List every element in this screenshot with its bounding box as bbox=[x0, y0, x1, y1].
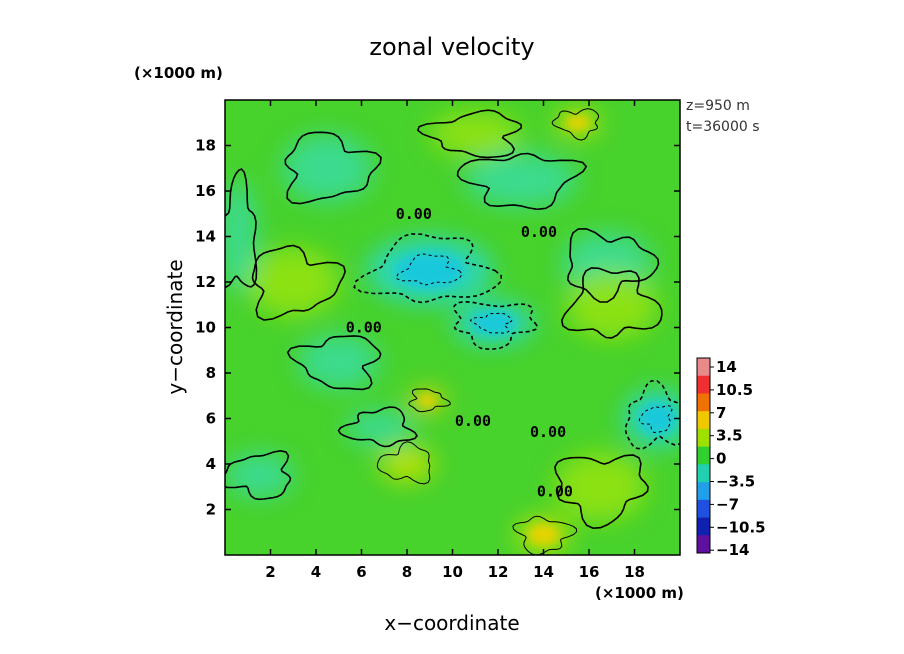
colorbar-label-8: −14 bbox=[716, 541, 749, 559]
contour-negative-6 bbox=[566, 228, 660, 303]
colorbar-segment-10 bbox=[697, 535, 710, 554]
x-tick-label-0: 2 bbox=[265, 563, 275, 581]
field-region-4 bbox=[345, 409, 414, 446]
contour-inner-2 bbox=[469, 312, 513, 334]
plot-area bbox=[225, 100, 680, 555]
colorbar-segment-5 bbox=[697, 446, 710, 465]
info-line-t: t=36000 s bbox=[686, 119, 760, 135]
contour-label-0: 0.00 bbox=[396, 205, 432, 223]
info-box: z=950 m t=36000 s bbox=[686, 98, 760, 135]
y-tick-label-2: 6 bbox=[206, 410, 216, 428]
field-core-12 bbox=[565, 115, 591, 131]
contour-negative-5 bbox=[624, 379, 680, 450]
contour-negative-7 bbox=[456, 152, 588, 211]
colorbar-label-3: 3.5 bbox=[716, 427, 743, 445]
contour-negative-8 bbox=[225, 449, 292, 501]
contour-positive-15 bbox=[251, 244, 347, 321]
contour-lines bbox=[225, 108, 680, 555]
colorbar-label-1: 10.5 bbox=[716, 381, 753, 399]
contour-label-1: 0.00 bbox=[521, 223, 557, 241]
colorbar-segment-3 bbox=[697, 411, 710, 430]
colorbar-label-7: −10.5 bbox=[716, 518, 766, 536]
contour-label-4: 0.00 bbox=[530, 423, 566, 441]
colorbar-label-5: −3.5 bbox=[716, 473, 755, 491]
x-tick-label-4: 10 bbox=[442, 563, 463, 581]
contour-positive-16 bbox=[554, 454, 649, 530]
x-tick-label-1: 4 bbox=[311, 563, 321, 581]
info-line-z: z=950 m bbox=[686, 98, 750, 114]
y-tick-label-3: 8 bbox=[206, 364, 216, 382]
colorbar-label-2: 7 bbox=[716, 404, 726, 422]
y-tick-label-7: 16 bbox=[195, 182, 216, 200]
contour-negative-1 bbox=[284, 131, 382, 205]
contour-positive-13 bbox=[376, 441, 431, 485]
contour-positive-14 bbox=[560, 267, 663, 339]
x-tick-label-5: 12 bbox=[488, 563, 509, 581]
colorbar-segment-8 bbox=[697, 499, 710, 518]
colorbar-label-4: 0 bbox=[716, 450, 726, 468]
contour-negative-9 bbox=[225, 168, 258, 289]
y-tick-label-1: 4 bbox=[206, 455, 216, 473]
colorbar-label-6: −7 bbox=[716, 495, 739, 513]
colorbar-frame bbox=[696, 357, 711, 554]
contour-negative-3 bbox=[286, 335, 382, 391]
y-axis-label: y−coordinate bbox=[163, 259, 187, 394]
field-region-14 bbox=[566, 270, 658, 339]
x-tick-label-2: 6 bbox=[356, 563, 366, 581]
contour-negative-4 bbox=[337, 406, 418, 448]
colorbar-segment-1 bbox=[697, 375, 710, 394]
field-region-17 bbox=[429, 111, 521, 157]
field-region-8 bbox=[225, 452, 294, 499]
field-core-10 bbox=[417, 394, 438, 407]
x-unit-label: (×1000 m) bbox=[595, 584, 684, 602]
contour-labels: 0.00 0.00 0.00 0.00 0.00 0.00 bbox=[346, 205, 573, 501]
contour-positive-17 bbox=[416, 109, 523, 159]
field-region-15 bbox=[247, 247, 339, 317]
y-tick-label-5: 12 bbox=[195, 273, 216, 291]
field-region-7 bbox=[463, 152, 578, 207]
x-tick-label-3: 8 bbox=[402, 563, 412, 581]
contour-label-3: 0.00 bbox=[455, 412, 491, 430]
colorbar-segment-7 bbox=[697, 482, 710, 501]
contour-negative-0 bbox=[353, 233, 502, 304]
colorbar: 14 10.5 7 3.5 0 −3.5 −7 −10.5 −14 bbox=[696, 357, 766, 559]
y-tick-label-4: 10 bbox=[195, 319, 216, 337]
field-core-0 bbox=[394, 251, 465, 290]
contour-inner-5 bbox=[638, 404, 673, 434]
contour-negative-2 bbox=[453, 300, 539, 350]
field-region-9 bbox=[225, 179, 257, 294]
colorbar-segment-0 bbox=[697, 358, 710, 377]
y-unit-label: (×1000 m) bbox=[134, 64, 223, 82]
colorbar-segment-4 bbox=[697, 428, 710, 447]
x-axis-label: x−coordinate bbox=[384, 611, 519, 635]
contour-label-5: 0.00 bbox=[537, 482, 573, 500]
x-tick-label-7: 16 bbox=[579, 563, 600, 581]
contour-label-2: 0.00 bbox=[346, 319, 382, 337]
field-core-2 bbox=[470, 310, 516, 336]
field-region-3 bbox=[297, 334, 380, 389]
x-tick-label-6: 14 bbox=[533, 563, 554, 581]
field-core-11 bbox=[528, 524, 559, 545]
y-tick-label-6: 14 bbox=[195, 228, 216, 246]
contour-positive-12 bbox=[551, 108, 600, 141]
contour-positive-11 bbox=[512, 515, 578, 555]
y-tick-label-0: 2 bbox=[206, 501, 216, 519]
y-tick-label-8: 18 bbox=[195, 137, 216, 155]
colorbar-segment-9 bbox=[697, 517, 710, 536]
colorbar-segment-6 bbox=[697, 464, 710, 483]
field-region-1 bbox=[281, 134, 373, 203]
colorbar-segment-2 bbox=[697, 393, 710, 412]
y-axis-ticks: 2 4 6 8 10 12 14 16 18 bbox=[195, 137, 680, 519]
contour-positive-10 bbox=[408, 388, 451, 413]
colorbar-label-0: 14 bbox=[716, 358, 737, 376]
x-axis-ticks: 2 4 6 8 10 12 14 16 18 bbox=[265, 100, 645, 581]
chart-title: zonal velocity bbox=[369, 33, 534, 61]
x-tick-label-8: 18 bbox=[624, 563, 645, 581]
